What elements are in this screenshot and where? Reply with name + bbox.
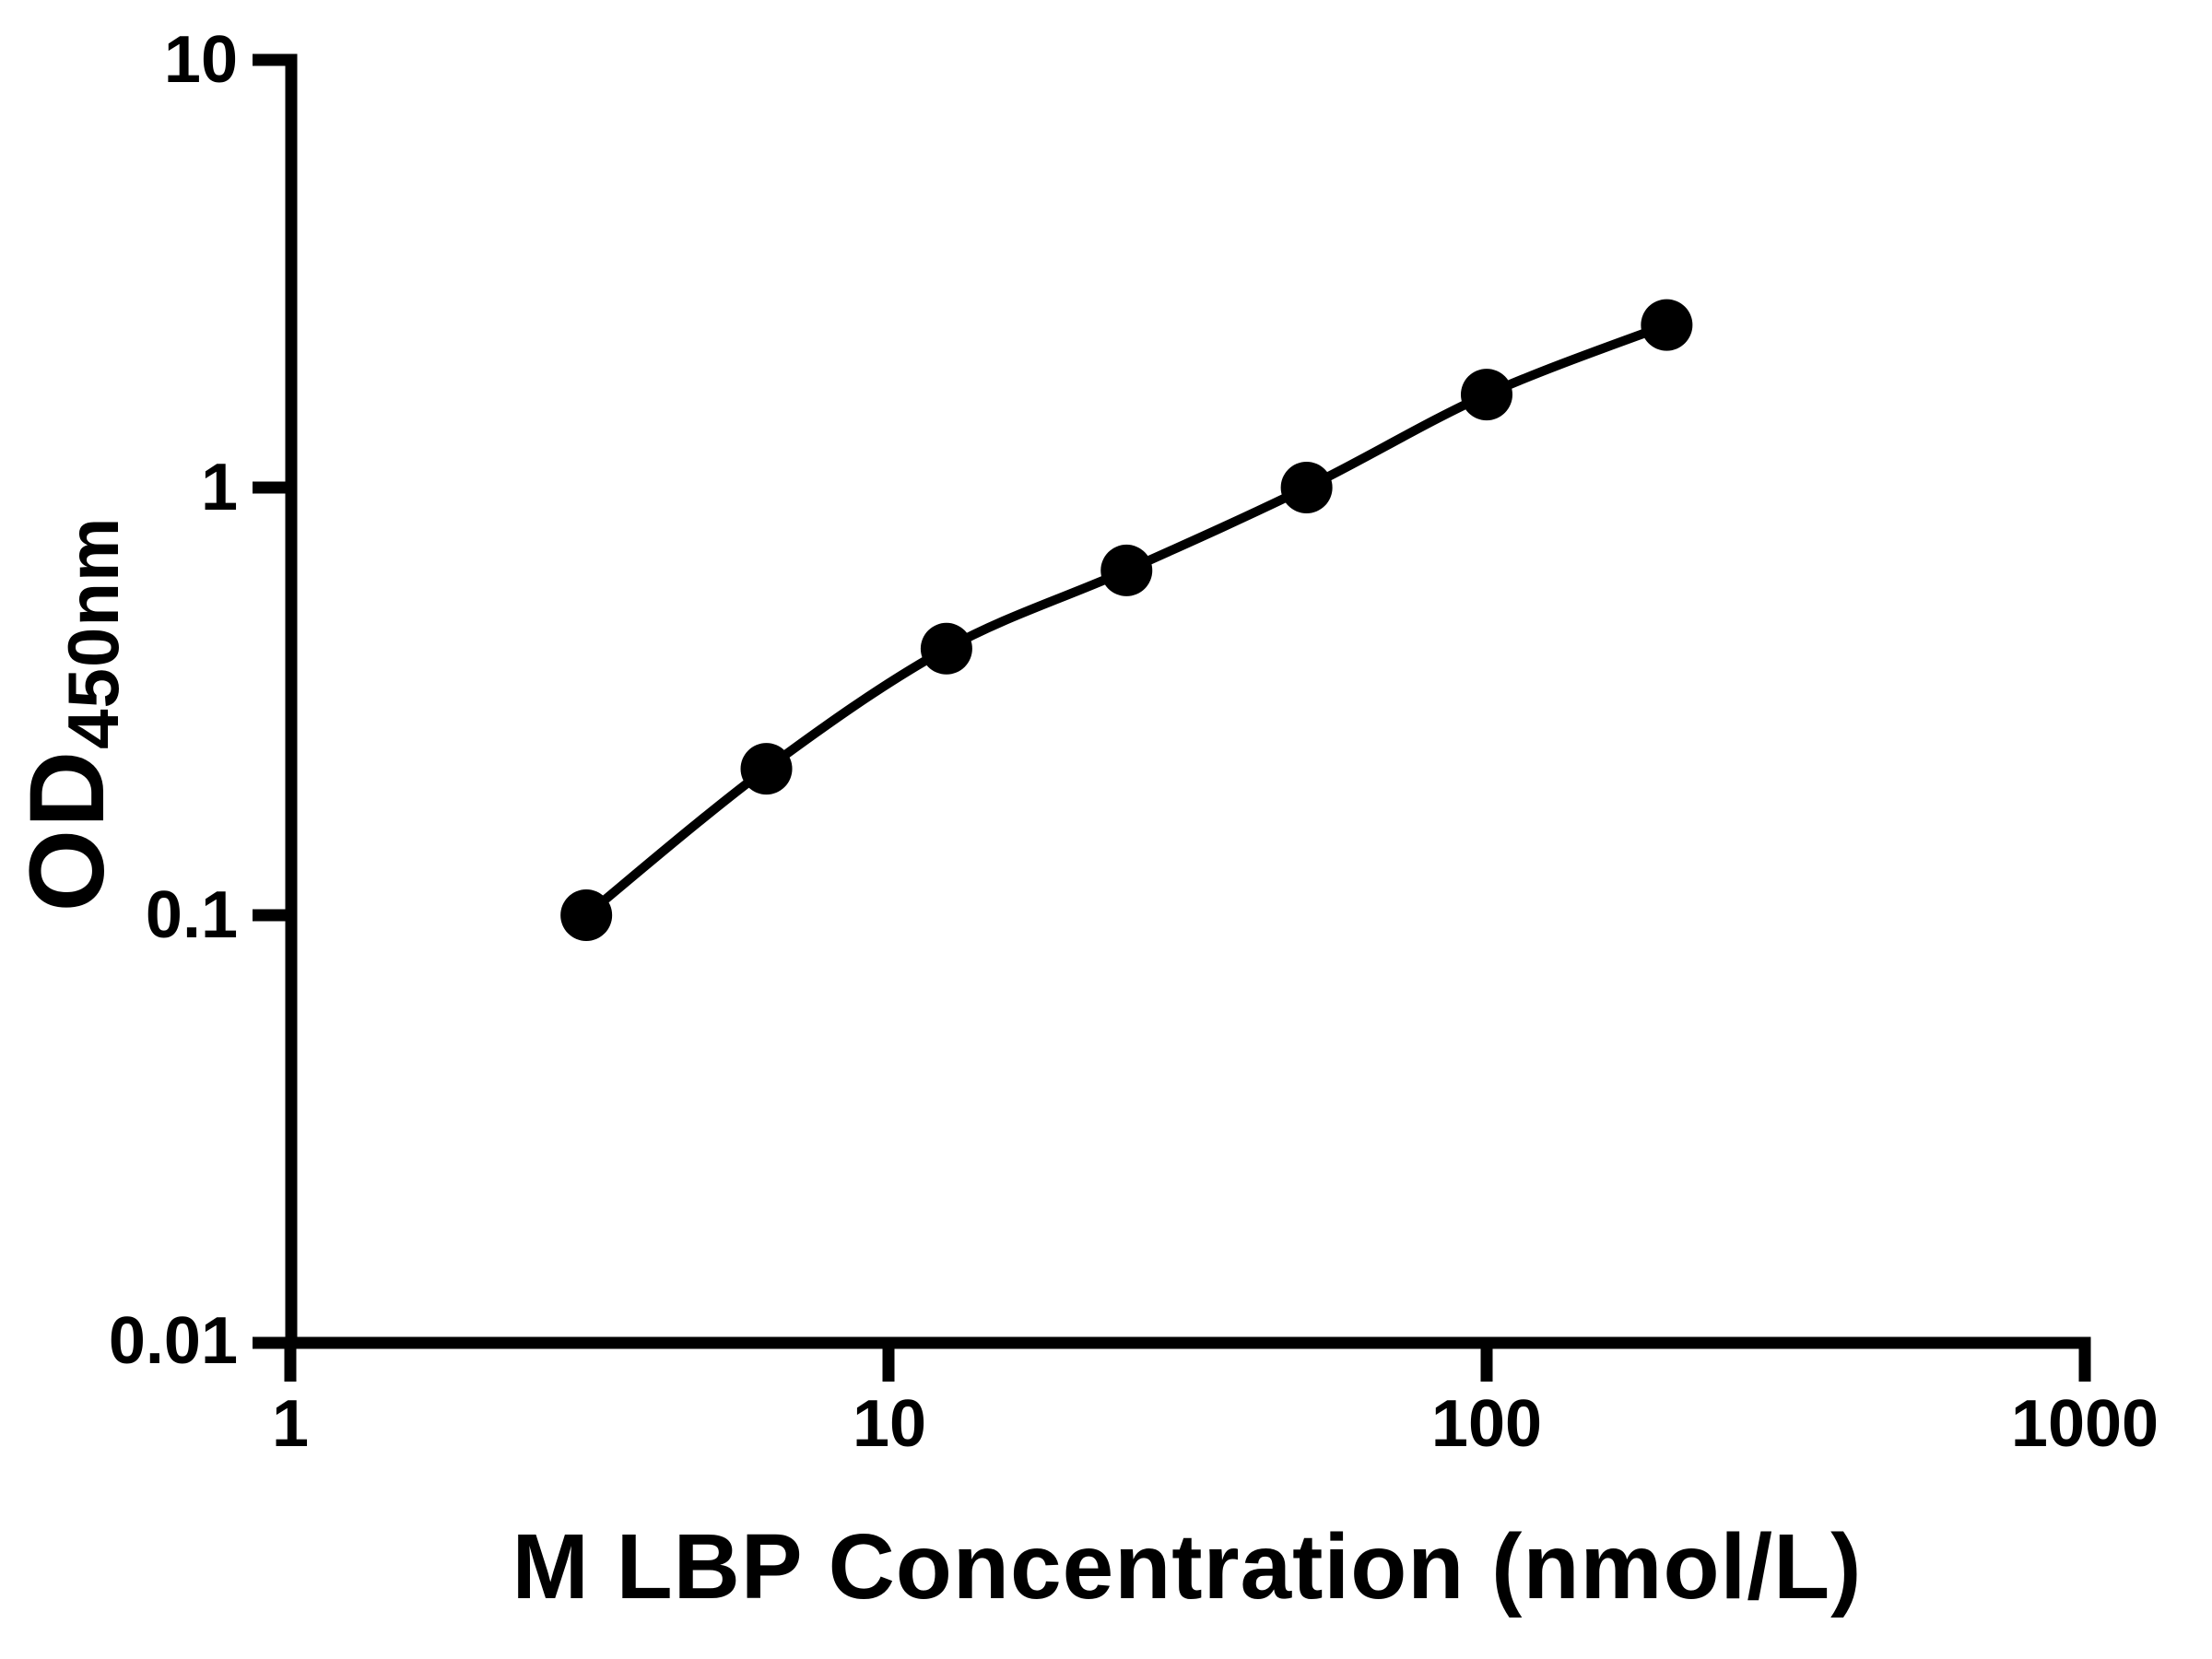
y-axis-title-subscript: 450nm (53, 516, 134, 749)
x-tick-label-10: 10 (852, 1387, 927, 1461)
y-tick-label-0.01: 0.01 (108, 1304, 238, 1378)
data-point-6.25 (740, 743, 793, 795)
y-tick-label-1: 1 (200, 451, 238, 524)
data-point-3.125 (560, 889, 613, 941)
x-tick-label-1000: 1000 (2010, 1387, 2159, 1461)
data-point-200 (1641, 299, 1693, 351)
x-tick-label-1: 1 (271, 1387, 310, 1461)
data-point-100 (1461, 369, 1512, 421)
x-tick-label-100: 100 (1430, 1387, 1543, 1461)
y-tick-label-0.1: 0.1 (145, 878, 238, 952)
standard-curve-line (583, 320, 1669, 919)
data-point-50 (1280, 462, 1333, 513)
y-axis-title-main: OD (8, 748, 126, 912)
x-axis-title: M LBP Concentration (nmol/L) (512, 1515, 1863, 1618)
data-point-25 (1100, 544, 1153, 596)
y-tick-label-10: 10 (163, 23, 238, 97)
data-point-12.5 (920, 622, 972, 675)
